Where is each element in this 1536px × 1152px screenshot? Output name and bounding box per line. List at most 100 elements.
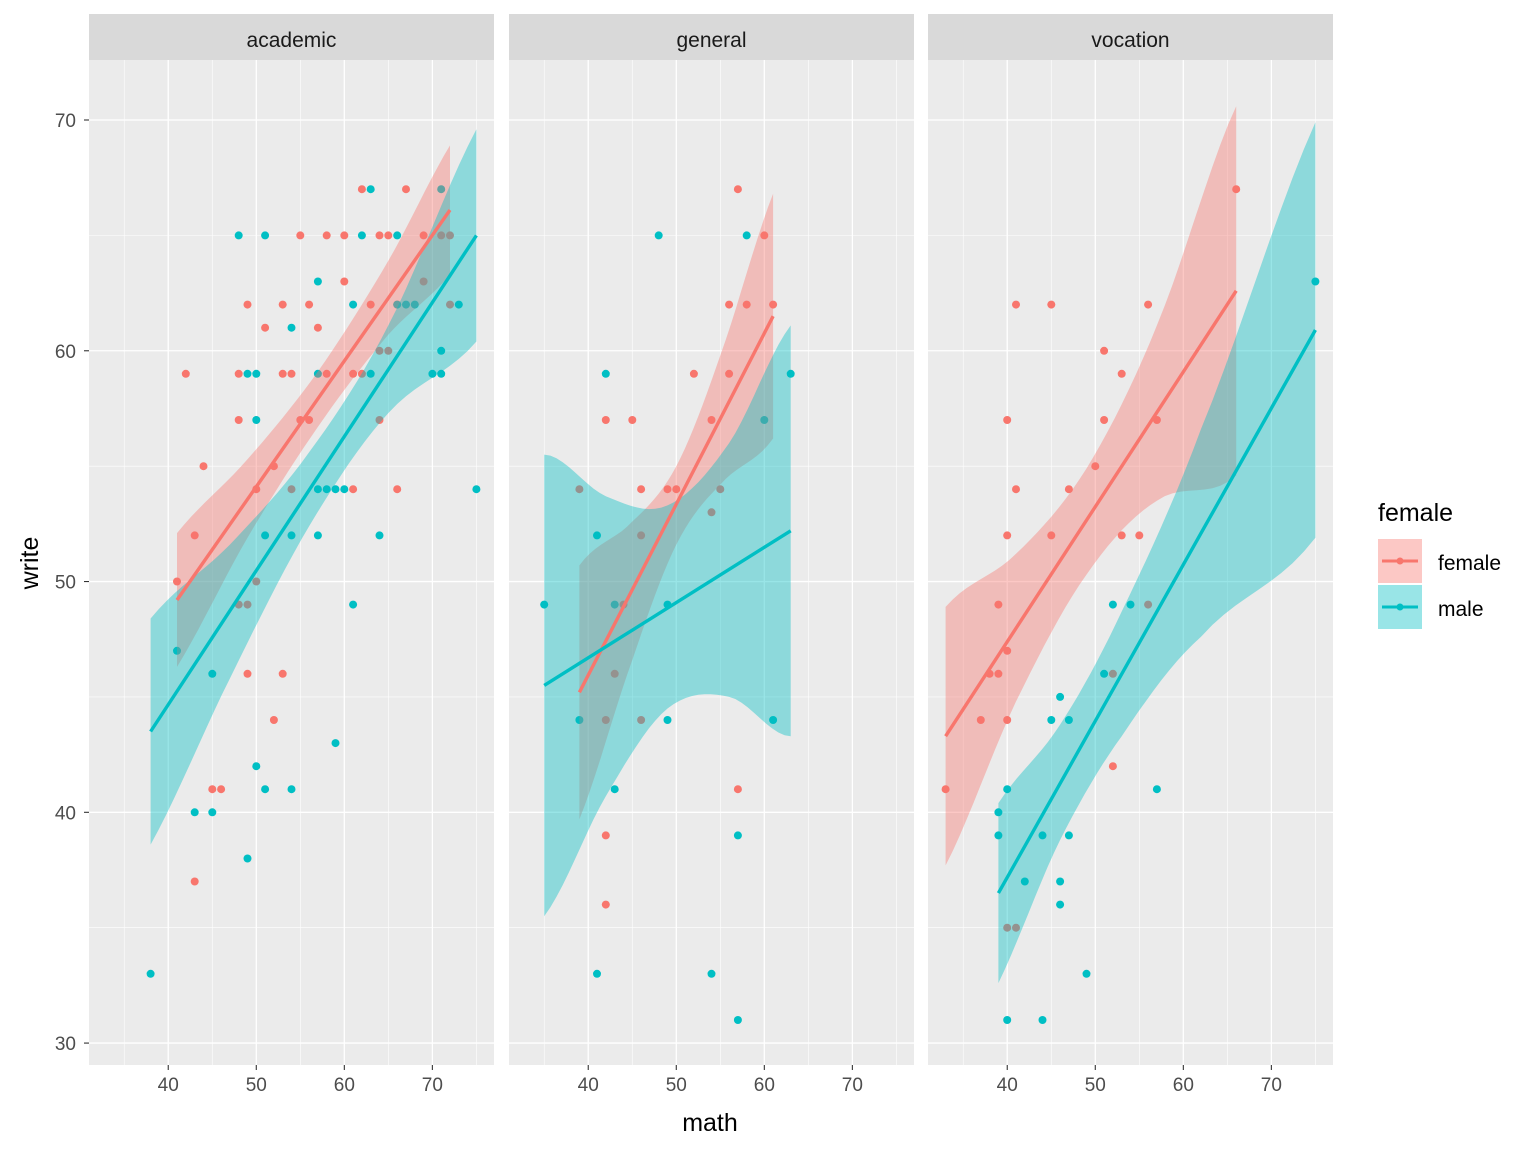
point-male — [437, 346, 446, 355]
panel-general: general 40 50 60 70 — [509, 14, 914, 1096]
y-axis: 30 40 50 60 70 — [55, 111, 89, 1055]
point-female — [610, 669, 619, 678]
point-female — [725, 369, 734, 378]
point-male — [393, 300, 402, 309]
regression-line-male — [149, 234, 478, 733]
regression-line-female — [175, 209, 452, 601]
point-female — [269, 716, 278, 724]
point-male — [173, 646, 181, 655]
point-female — [357, 185, 366, 194]
point-female — [278, 669, 287, 678]
panel-background — [509, 60, 914, 1065]
point-male — [252, 416, 261, 424]
point-female — [261, 323, 270, 332]
point-female — [217, 785, 226, 794]
x-tick-label: 70 — [422, 1075, 443, 1096]
point-female — [601, 416, 610, 424]
point-male — [393, 231, 402, 240]
point-male — [1038, 831, 1047, 840]
point-male — [994, 808, 1003, 817]
x-tick-label: 40 — [997, 1075, 1018, 1096]
point-male — [287, 785, 296, 794]
point-female — [1100, 346, 1109, 355]
x-tick-label: 60 — [754, 1075, 775, 1096]
x-tick-label: 60 — [334, 1075, 355, 1096]
point-female — [707, 416, 716, 424]
point-female — [437, 231, 446, 240]
point-female — [601, 716, 610, 724]
point-female — [1003, 531, 1012, 540]
point-female — [243, 600, 252, 609]
point-female — [349, 485, 358, 494]
point-female — [1047, 531, 1056, 540]
point-female — [199, 462, 208, 471]
point-female — [375, 416, 384, 424]
point-female — [446, 231, 454, 240]
point-male — [733, 831, 742, 840]
point-female — [375, 346, 384, 355]
point-female — [1108, 762, 1117, 771]
panel-background — [928, 60, 1333, 1065]
point-male — [1064, 716, 1073, 724]
point-male — [994, 831, 1003, 840]
point-male — [1152, 785, 1161, 794]
x-tick-label: 60 — [1173, 1075, 1194, 1096]
point-female — [1108, 669, 1117, 678]
point-male — [252, 369, 261, 378]
point-male — [742, 231, 751, 240]
y-axis-title: write — [16, 537, 44, 591]
point-female — [402, 185, 410, 194]
point-female — [601, 831, 610, 840]
point-male — [610, 785, 619, 794]
point-male — [357, 231, 366, 240]
point-female — [1003, 716, 1012, 724]
point-female — [1100, 416, 1109, 424]
confidence-band-female — [945, 106, 1237, 866]
point-female — [1144, 600, 1153, 609]
point-male — [1056, 900, 1065, 909]
point-male — [331, 485, 340, 494]
point-female — [357, 369, 366, 378]
point-male — [1056, 692, 1065, 701]
point-male — [786, 369, 795, 378]
point-male — [190, 808, 199, 817]
point-male — [663, 716, 672, 724]
x-tick-label: 40 — [158, 1075, 179, 1096]
point-male — [472, 485, 481, 494]
point-male — [707, 969, 716, 978]
point-female — [1135, 531, 1144, 540]
point-male — [313, 485, 322, 494]
point-female — [305, 300, 314, 309]
point-male — [733, 1016, 742, 1024]
point-female — [287, 369, 296, 378]
point-female — [322, 369, 331, 378]
point-female — [1091, 462, 1100, 471]
point-female — [340, 231, 349, 240]
confidence-band-male — [150, 129, 477, 845]
point-female — [941, 785, 950, 794]
point-female — [208, 785, 217, 794]
point-female — [375, 231, 384, 240]
y-tick-label: 30 — [55, 1034, 76, 1055]
point-female — [287, 485, 296, 494]
panel-background — [89, 60, 494, 1065]
point-female — [663, 485, 672, 494]
point-female — [243, 300, 252, 309]
point-male — [601, 369, 610, 378]
point-female — [1144, 300, 1153, 309]
point-female — [305, 416, 314, 424]
point-female — [419, 277, 428, 286]
point-male — [313, 277, 322, 286]
point-male — [428, 369, 437, 378]
point-male — [322, 485, 331, 494]
x-axis-title: math — [682, 1109, 738, 1137]
point-female — [393, 485, 402, 494]
point-male — [252, 762, 261, 771]
point-male — [1038, 1016, 1047, 1024]
point-female — [234, 416, 243, 424]
point-female — [742, 300, 751, 309]
point-female — [707, 508, 716, 517]
y-tick-label: 60 — [55, 342, 76, 363]
point-male — [313, 369, 322, 378]
regression-line-female — [944, 289, 1238, 738]
